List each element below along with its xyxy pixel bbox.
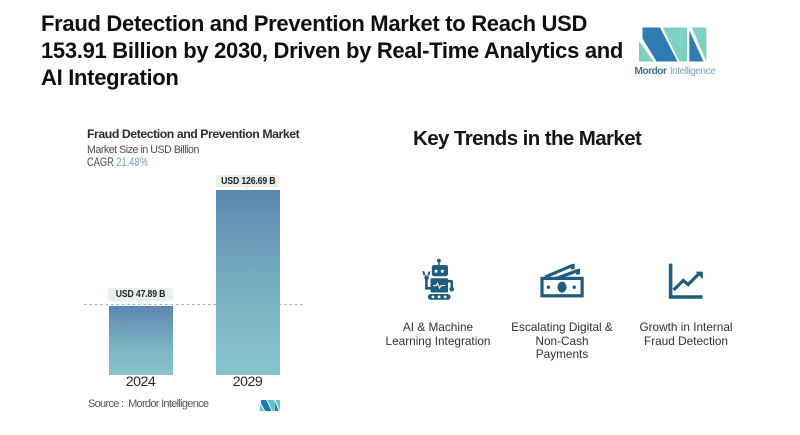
svg-text:Mordor Intelligence: Mordor Intelligence — [634, 66, 716, 77]
